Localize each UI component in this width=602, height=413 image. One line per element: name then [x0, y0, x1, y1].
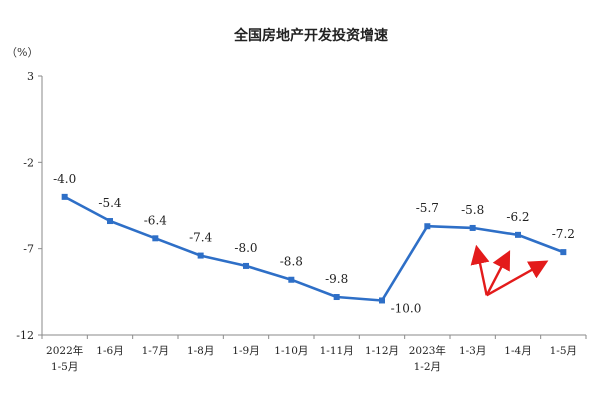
data-label: -5.8 — [461, 203, 484, 217]
y-axis-unit: （%） — [6, 46, 38, 59]
y-tick-label: -12 — [16, 329, 34, 342]
data-label: -5.4 — [98, 196, 122, 210]
x-tick-label: 2023年 — [409, 344, 446, 357]
series-line — [64, 195, 564, 302]
data-label: -6.2 — [506, 210, 529, 224]
data-point — [243, 262, 249, 269]
y-tick-label: -2 — [23, 156, 34, 169]
x-tick-label: 1-5月 — [550, 345, 577, 357]
data-point — [424, 223, 431, 230]
data-label: -10.0 — [391, 301, 422, 315]
data-label: -7.4 — [189, 231, 213, 245]
x-tick-label: 1-8月 — [187, 345, 214, 357]
data-label: -5.7 — [416, 201, 439, 215]
x-tick-label: 1-10月 — [274, 345, 308, 357]
data-point — [333, 294, 340, 301]
y-tick-label: 3 — [27, 70, 34, 83]
x-tick-label: 1-2月 — [414, 361, 441, 373]
data-label: -4.0 — [53, 172, 76, 186]
data-point — [107, 218, 113, 225]
data-point — [61, 193, 68, 200]
x-tick-label: 1-7月 — [142, 345, 169, 357]
data-point — [560, 249, 567, 256]
data-point — [469, 224, 476, 231]
x-tick-label: 1-5月 — [51, 361, 78, 373]
x-tick-label: 1-12月 — [365, 345, 399, 357]
annotation-arrow — [486, 260, 549, 297]
data-point — [152, 235, 159, 242]
data-label: -7.2 — [552, 227, 575, 241]
annotation-arrow — [470, 244, 490, 296]
data-label: -6.4 — [144, 213, 168, 227]
y-tick-label: -7 — [23, 243, 34, 256]
x-tick-label: 1-11月 — [320, 345, 354, 357]
data-point — [379, 297, 385, 304]
data-label: -9.8 — [325, 272, 348, 286]
x-tick-label: 1-9月 — [232, 345, 259, 357]
data-label: -8.0 — [234, 241, 257, 255]
x-tick-label: 1-6月 — [96, 345, 123, 357]
x-tick-label: 1-4月 — [504, 345, 531, 357]
annotation-arrow — [485, 250, 511, 296]
data-point — [288, 276, 295, 283]
x-tick-label: 2022年 — [46, 344, 83, 357]
x-tick-label: 1-3月 — [459, 345, 486, 357]
data-point — [197, 252, 204, 259]
chart-title: 全国房地产开发投资增速 — [233, 27, 388, 44]
data-point — [515, 231, 521, 238]
data-label: -8.8 — [280, 255, 303, 269]
